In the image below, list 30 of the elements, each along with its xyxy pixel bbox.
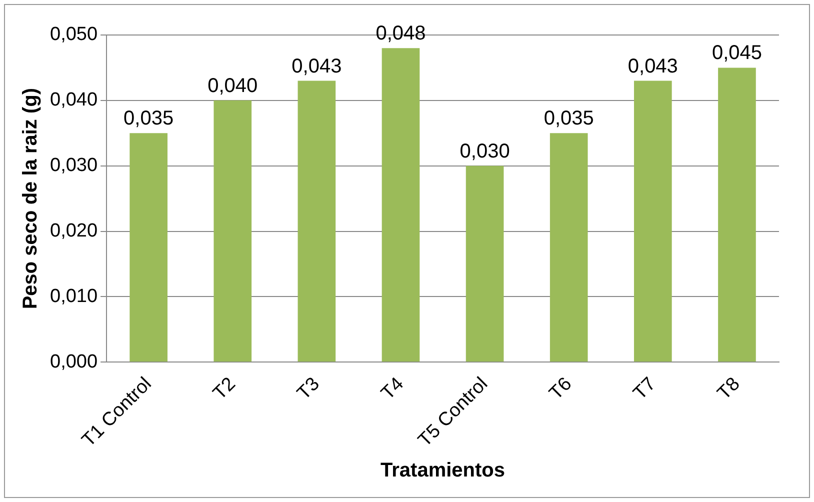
y-tick-label: 0,030: [50, 155, 98, 176]
bar: [214, 100, 252, 362]
x-tick-label: T8: [714, 374, 744, 404]
bar: [634, 80, 672, 362]
x-tick-label: T4: [377, 373, 408, 404]
bar: [466, 166, 504, 362]
bar: [718, 68, 756, 362]
y-tick-label: 0,000: [50, 351, 98, 372]
bar: [382, 48, 420, 362]
data-label: 0,043: [292, 55, 342, 78]
data-label: 0,048: [376, 22, 426, 45]
data-label: 0,043: [628, 55, 678, 78]
y-tick-label: 0,040: [50, 90, 98, 111]
data-label: 0,035: [544, 108, 594, 130]
y-axis-title: Peso seco de la raiz (g): [20, 88, 42, 310]
y-tick-label: 0,010: [50, 286, 98, 307]
x-axis-title: Tratamientos: [380, 460, 506, 482]
bar: [550, 133, 588, 362]
y-tick-label: 0,020: [50, 220, 98, 242]
x-tick-label: T7: [630, 374, 660, 404]
data-label: 0,040: [208, 74, 258, 97]
bar: [298, 80, 336, 362]
bar: [130, 133, 168, 362]
x-tick-label: T3: [293, 374, 324, 404]
data-label: 0,045: [712, 42, 762, 64]
data-label: 0,035: [124, 108, 174, 130]
x-tick-label: T6: [546, 374, 576, 404]
y-tick-label: 0,050: [50, 24, 98, 46]
x-tick-label: T2: [209, 374, 240, 404]
data-label: 0,030: [460, 140, 510, 162]
